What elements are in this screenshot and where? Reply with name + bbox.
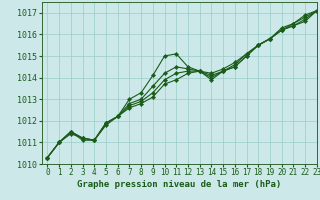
X-axis label: Graphe pression niveau de la mer (hPa): Graphe pression niveau de la mer (hPa)	[77, 180, 281, 189]
